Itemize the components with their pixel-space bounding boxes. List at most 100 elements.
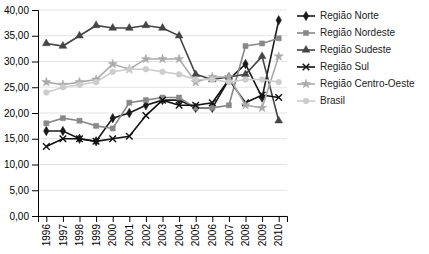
plot: 1996199719981999200020012002200320042005… <box>4 5 288 247</box>
tick-label: 40,00 <box>4 5 29 16</box>
point <box>274 52 283 61</box>
series <box>42 21 282 123</box>
axis-line <box>39 217 288 223</box>
tick: 2007 <box>224 216 235 246</box>
point <box>109 24 117 31</box>
point <box>158 54 167 63</box>
point <box>44 121 49 126</box>
tick-mark <box>32 113 38 114</box>
legend-marker <box>302 46 310 53</box>
point <box>60 135 67 142</box>
series <box>43 76 282 150</box>
legend-label: Região Sudeste <box>320 44 392 55</box>
tick-label: 2010 <box>273 224 284 247</box>
point <box>93 138 100 145</box>
legend-item: Região Norte <box>297 10 379 21</box>
point <box>108 59 117 68</box>
point <box>60 116 65 121</box>
point <box>110 113 115 122</box>
point <box>176 102 183 109</box>
tick-label: 20,00 <box>4 108 29 119</box>
tick: 2006 <box>207 216 218 246</box>
point <box>275 94 282 101</box>
legend-marker <box>301 79 310 88</box>
point <box>243 77 249 83</box>
tick: 2000 <box>107 216 118 246</box>
grid-line <box>38 35 287 36</box>
point <box>110 69 116 75</box>
grid-line <box>38 190 287 191</box>
point <box>259 77 265 83</box>
point <box>159 24 167 31</box>
point <box>193 77 199 83</box>
tick-mark <box>32 10 38 11</box>
tick-label: 2006 <box>207 224 218 247</box>
tick: 35,00 <box>4 30 38 41</box>
tick-mark <box>212 216 213 222</box>
tick: 30,00 <box>4 56 38 67</box>
tick-label: 2005 <box>190 224 201 247</box>
point <box>110 126 115 131</box>
tick: 1996 <box>41 216 52 246</box>
legend-marker <box>303 11 308 20</box>
point <box>77 82 83 88</box>
point <box>94 123 99 128</box>
series <box>42 52 284 112</box>
point <box>192 102 199 109</box>
tick: 2005 <box>190 216 201 246</box>
tick-label: 2003 <box>157 224 168 247</box>
tick-mark <box>163 216 164 222</box>
tick: 2004 <box>174 216 185 246</box>
point <box>76 135 83 142</box>
point <box>241 100 250 109</box>
tick-label: 10,00 <box>4 159 29 170</box>
marks <box>42 16 284 150</box>
grid-line <box>38 164 287 165</box>
point <box>109 135 116 142</box>
point <box>209 77 215 83</box>
point <box>159 97 166 104</box>
legend-marker <box>303 30 308 35</box>
point <box>175 31 183 38</box>
point <box>43 143 50 150</box>
tick: 1998 <box>74 216 85 246</box>
series-line <box>46 80 278 147</box>
tick-mark <box>196 216 197 222</box>
x-axis: 1996199719981999200020012002200320042005… <box>39 216 288 246</box>
legend-label: Região Centro-Oeste <box>320 78 415 89</box>
legend-label: Região Nordeste <box>320 27 395 38</box>
tick-mark <box>96 216 97 222</box>
point <box>175 54 184 63</box>
point <box>142 21 150 28</box>
tick-mark <box>32 216 38 217</box>
point <box>126 133 133 140</box>
tick: 2001 <box>124 216 135 246</box>
series-line <box>46 56 278 108</box>
series <box>43 66 281 95</box>
tick-label: 2002 <box>141 224 152 247</box>
tick-mark <box>32 165 38 166</box>
point <box>76 31 84 38</box>
axis-line <box>32 11 39 217</box>
point <box>275 116 283 123</box>
point <box>77 118 82 123</box>
point <box>44 126 49 135</box>
point <box>59 42 67 49</box>
point <box>258 103 267 112</box>
point <box>258 52 266 59</box>
tick-label: 5,00 <box>10 185 30 196</box>
tick: 10,00 <box>4 159 38 170</box>
tick-label: 25,00 <box>4 82 29 93</box>
point <box>209 99 216 106</box>
legend: Região Norte Região Nordeste Região Sudest… <box>297 10 415 106</box>
point <box>93 79 99 85</box>
tick-mark <box>63 216 64 222</box>
chart: 1996199719981999200020012002200320042005… <box>0 0 429 254</box>
series <box>44 36 281 131</box>
point <box>242 70 250 77</box>
tick-mark <box>32 62 38 63</box>
point <box>143 112 150 119</box>
point <box>143 66 149 72</box>
tick: 2003 <box>157 216 168 246</box>
tick-mark <box>46 216 47 222</box>
